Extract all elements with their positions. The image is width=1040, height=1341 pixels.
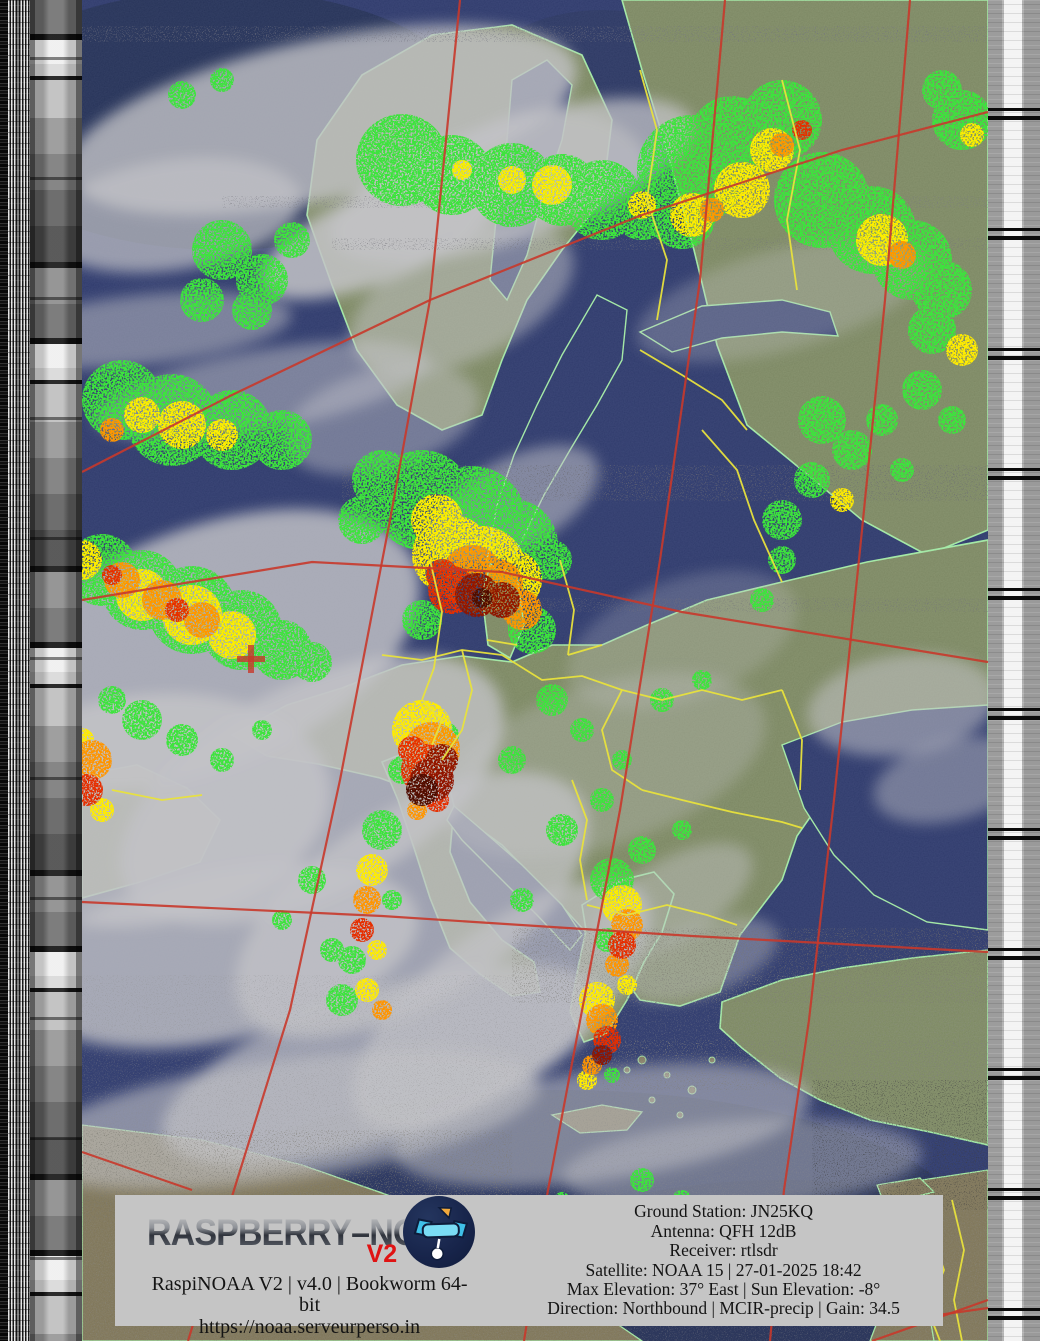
- software-info-block: RASPBERRY–NOAA V2 Raspi: [115, 1195, 504, 1338]
- receiver-line: Receiver: rtlsdr: [669, 1240, 778, 1261]
- software-version-line: RaspiNOAA V2 | v4.0 | Bookworm 64-bit: [151, 1273, 468, 1316]
- ground-station-line: Ground Station: JN25KQ: [634, 1201, 814, 1222]
- apt-telemetry-bar-right: [988, 0, 1040, 1341]
- apt-telemetry-bar-left: [30, 0, 82, 1341]
- station-url: https://noaa.serveurperso.in: [199, 1316, 421, 1338]
- apt-sync-edge-strip: [0, 0, 8, 1341]
- satellite-weather-map: [82, 0, 988, 1341]
- elevation-line: Max Elevation: 37° East | Sun Elevation:…: [566, 1278, 881, 1299]
- raspberry-noaa-logo: RASPBERRY–NOAA V2: [145, 1196, 475, 1270]
- decode-info-footer: RASPBERRY–NOAA V2 Raspi: [115, 1195, 943, 1338]
- apt-sync-a-stripes: [8, 0, 30, 1341]
- logo-version-badge: V2: [366, 1240, 398, 1268]
- pass-info-block: Ground Station: JN25KQ Antenna: QFH 12dB…: [504, 1195, 943, 1326]
- satellite-line: Satellite: NOAA 15 | 27-01-2025 18:42: [585, 1259, 862, 1280]
- satellite-logo-icon: [402, 1196, 475, 1268]
- direction-line: Direction: Northbound | MCIR-precip | Ga…: [547, 1298, 900, 1319]
- antenna-line: Antenna: QFH 12dB: [650, 1220, 797, 1241]
